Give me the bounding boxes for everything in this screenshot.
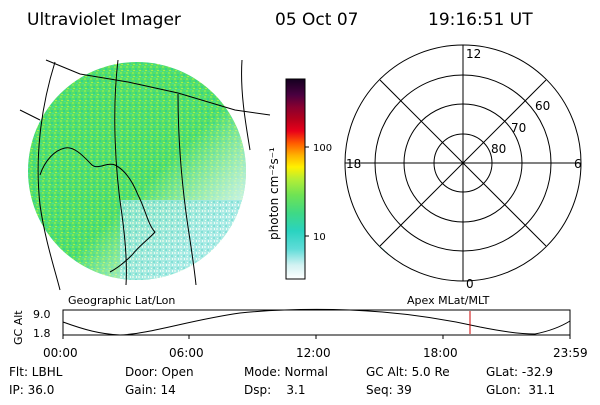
meridian-line bbox=[177, 93, 197, 286]
mlt-label-0: 0 bbox=[466, 277, 474, 291]
header-title: Ultraviolet Imager bbox=[27, 10, 181, 30]
x-tick-label-1800: 18:00 bbox=[423, 346, 458, 360]
colorbar: 100 10 photon cm⁻²s⁻¹ bbox=[267, 78, 332, 280]
altitude-ylabel: GC Alt bbox=[12, 310, 25, 345]
info-door: Door: Open bbox=[125, 365, 194, 379]
mlt-label-18: 18 bbox=[346, 157, 361, 171]
instrument-info: Flt: LBHL Door: Open Mode: Normal GC Alt… bbox=[9, 365, 555, 397]
x-tick-label-0600: 06:00 bbox=[169, 346, 204, 360]
info-glon: GLon: 31.1 bbox=[486, 383, 555, 397]
info-dsp: Dsp: 3.1 bbox=[244, 383, 306, 397]
meridian-line bbox=[114, 59, 127, 286]
earth-disk-image bbox=[28, 62, 246, 280]
info-gain: Gain: 14 bbox=[125, 383, 176, 397]
altitude-ytick-9: 9.0 bbox=[33, 308, 51, 321]
polar-plot: 12 18 6 0 60 70 80 bbox=[344, 44, 582, 291]
colorbar-unit-label: photon cm⁻²s⁻¹ bbox=[267, 147, 281, 240]
mlt-label-6: 6 bbox=[574, 157, 582, 171]
info-mode: Mode: Normal bbox=[244, 365, 328, 379]
x-tick-label-2359: 23:59 bbox=[553, 346, 588, 360]
latitude-line bbox=[45, 59, 271, 116]
meridian-line bbox=[37, 61, 61, 291]
altitude-strip: GC Alt 9.0 1.8 00:00 06:00 12:00 18:00 2… bbox=[12, 308, 588, 360]
x-tick-label-1200: 12:00 bbox=[296, 346, 331, 360]
altitude-ytick-1: 1.8 bbox=[33, 327, 51, 340]
right-panel-label: Apex MLat/MLT bbox=[407, 294, 490, 307]
lat-label-70: 70 bbox=[511, 121, 526, 135]
geographic-lines bbox=[19, 59, 271, 291]
info-ip: IP: 36.0 bbox=[9, 383, 54, 397]
latitude-line-edge bbox=[19, 109, 41, 121]
altitude-curve bbox=[62, 308, 571, 336]
colorbar-tick-label-10: 10 bbox=[313, 232, 326, 243]
auroral-emission bbox=[345, 222, 401, 281]
info-gc-alt: GC Alt: 5.0 Re bbox=[366, 365, 450, 379]
info-filter: Flt: LBHL bbox=[9, 365, 63, 379]
left-panel-label: Geographic Lat/Lon bbox=[68, 294, 175, 307]
meridian-line bbox=[241, 59, 251, 151]
header-date: 05 Oct 07 bbox=[275, 10, 358, 30]
mlt-label-12: 12 bbox=[466, 47, 481, 61]
altitude-strip-frame bbox=[62, 309, 571, 336]
info-glat: GLat: -32.9 bbox=[486, 365, 553, 379]
colorbar-scale bbox=[285, 78, 306, 280]
colorbar-tick-label-100: 100 bbox=[313, 143, 332, 154]
header-time: 19:16:51 UT bbox=[428, 10, 533, 30]
info-seq: Seq: 39 bbox=[366, 383, 412, 397]
lat-label-80: 80 bbox=[491, 142, 506, 156]
x-tick-label-0000: 00:00 bbox=[43, 346, 78, 360]
auroral-emission-core bbox=[348, 230, 380, 258]
coastline bbox=[39, 147, 156, 273]
mlt-diagonal bbox=[379, 79, 547, 247]
lat-label-60: 60 bbox=[535, 99, 550, 113]
